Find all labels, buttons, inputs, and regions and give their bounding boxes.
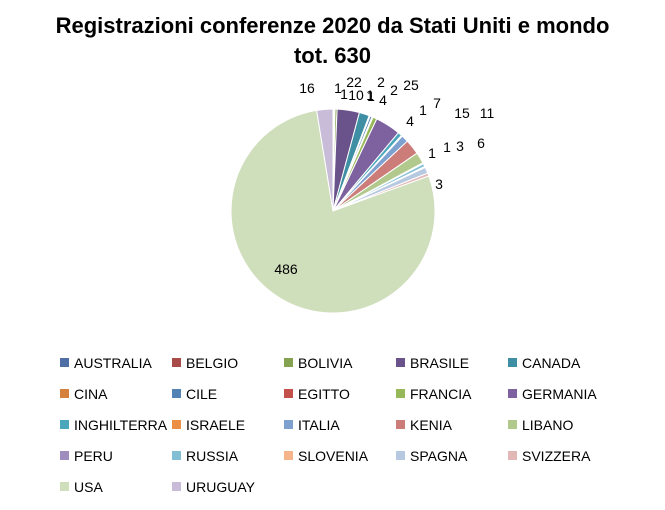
legend-item-svizzera: SVIZZERA: [508, 445, 620, 466]
legend-label: ITALIA: [298, 416, 340, 433]
legend-item-germania: GERMANIA: [508, 383, 620, 404]
legend-item-usa: USA: [60, 476, 172, 497]
data-label-egitto: 1: [366, 87, 374, 103]
legend-label: GERMANIA: [522, 385, 597, 402]
chart-legend: AUSTRALIA BELGIO BOLIVIA BRASILE CANADA CINA C…: [60, 352, 640, 497]
legend-label: USA: [74, 478, 103, 495]
data-label-spagna: 6: [477, 135, 485, 151]
legend-swatch: [396, 420, 405, 429]
legend-item-cile: CILE: [172, 383, 284, 404]
legend-label: AUSTRALIA: [74, 354, 152, 371]
legend-swatch: [172, 451, 181, 460]
legend-item-belgio: BELGIO: [172, 352, 284, 373]
legend-swatch: [172, 389, 181, 398]
chart-title: Registrazioni conferenze 2020 da Stati U…: [55, 13, 610, 38]
legend-label: BELGIO: [186, 354, 239, 371]
legend-swatch: [60, 358, 69, 367]
legend-swatch: [172, 420, 181, 429]
legend-item-brasile: BRASILE: [396, 352, 508, 373]
legend-item-italia: ITALIA: [284, 414, 396, 435]
data-label-russia: 3: [456, 138, 464, 154]
legend-label: SLOVENIA: [298, 447, 369, 464]
legend-swatch: [284, 420, 293, 429]
legend-item-inghilterra: INGHILTERRA: [60, 414, 172, 435]
legend-swatch: [172, 482, 181, 491]
data-label-bolivia: 2: [377, 74, 385, 90]
legend-swatch: [396, 451, 405, 460]
legend-swatch: [284, 358, 293, 367]
data-label-libano: 11: [480, 105, 495, 121]
legend-label: CINA: [74, 385, 108, 402]
legend-item-spagna: SPAGNA: [396, 445, 508, 466]
legend-label: KENIA: [410, 416, 453, 433]
legend-item-francia: FRANCIA: [396, 383, 508, 404]
legend-swatch: [284, 389, 293, 398]
legend-item-egitto: EGITTO: [284, 383, 396, 404]
legend-label: PERU: [74, 447, 113, 464]
data-label-peru: 1: [428, 145, 436, 161]
data-label-australia: 1: [334, 80, 342, 96]
legend-label: RUSSIA: [186, 447, 239, 464]
legend-label: ISRAELE: [186, 416, 246, 433]
legend-swatch: [60, 420, 69, 429]
legend-item-australia: AUSTRALIA: [60, 352, 172, 373]
legend-item-kenia: KENIA: [396, 414, 508, 435]
legend-swatch: [60, 482, 69, 491]
legend-swatch: [60, 389, 69, 398]
legend-item-russia: RUSSIA: [172, 445, 284, 466]
legend-swatch: [172, 358, 181, 367]
legend-swatch: [60, 451, 69, 460]
legend-item-uruguay: URUGUAY: [172, 476, 284, 497]
legend-label: CILE: [186, 385, 218, 402]
legend-swatch: [396, 358, 405, 367]
legend-swatch: [508, 389, 517, 398]
legend-item-israele: ISRAELE: [172, 414, 284, 435]
legend-swatch: [508, 358, 517, 367]
legend-label: LIBANO: [522, 416, 574, 433]
pie-slice-usa: [230, 109, 436, 314]
data-label-svizzera: 3: [435, 176, 443, 192]
legend-item-peru: PERU: [60, 445, 172, 466]
legend-label: SPAGNA: [410, 447, 468, 464]
legend-item-cina: CINA: [60, 383, 172, 404]
legend-label: BOLIVIA: [298, 354, 353, 371]
legend-swatch: [508, 451, 517, 460]
legend-swatch: [396, 389, 405, 398]
data-label-brasile: 22: [346, 74, 362, 90]
data-label-belgio: 1: [340, 86, 348, 102]
legend-item-bolivia: BOLIVIA: [284, 352, 396, 373]
legend-item-canada: CANADA: [508, 352, 620, 373]
legend-label: SVIZZERA: [522, 447, 591, 464]
data-label-cina: 1: [367, 88, 375, 104]
legend-label: INGHILTERRA: [74, 416, 168, 433]
legend-swatch: [508, 420, 517, 429]
data-label-francia: 4: [379, 92, 387, 108]
legend-item-libano: LIBANO: [508, 414, 620, 435]
legend-label: EGITTO: [298, 385, 350, 402]
legend-label: FRANCIA: [410, 385, 472, 402]
data-label-slovenia: 1: [443, 139, 451, 155]
legend-item-slovenia: SLOVENIA: [284, 445, 396, 466]
legend-label: CANADA: [522, 354, 581, 371]
data-label-usa: 486: [274, 261, 298, 277]
data-label-uruguay: 16: [299, 80, 315, 96]
data-label-inghilterra: 4: [406, 113, 414, 129]
data-label-kenia: 15: [454, 105, 470, 121]
data-label-cile: 2: [390, 82, 398, 98]
data-label-israele: 1: [419, 102, 427, 118]
data-label-germania: 25: [403, 77, 419, 93]
legend-label: URUGUAY: [186, 478, 255, 495]
data-label-italia: 7: [433, 95, 441, 111]
pie-slice-uruguay: [316, 108, 334, 212]
data-label-canada: 10: [348, 87, 364, 103]
chart-subtitle: tot. 630: [293, 43, 372, 68]
legend-label: BRASILE: [410, 354, 470, 371]
legend-swatch: [284, 451, 293, 460]
